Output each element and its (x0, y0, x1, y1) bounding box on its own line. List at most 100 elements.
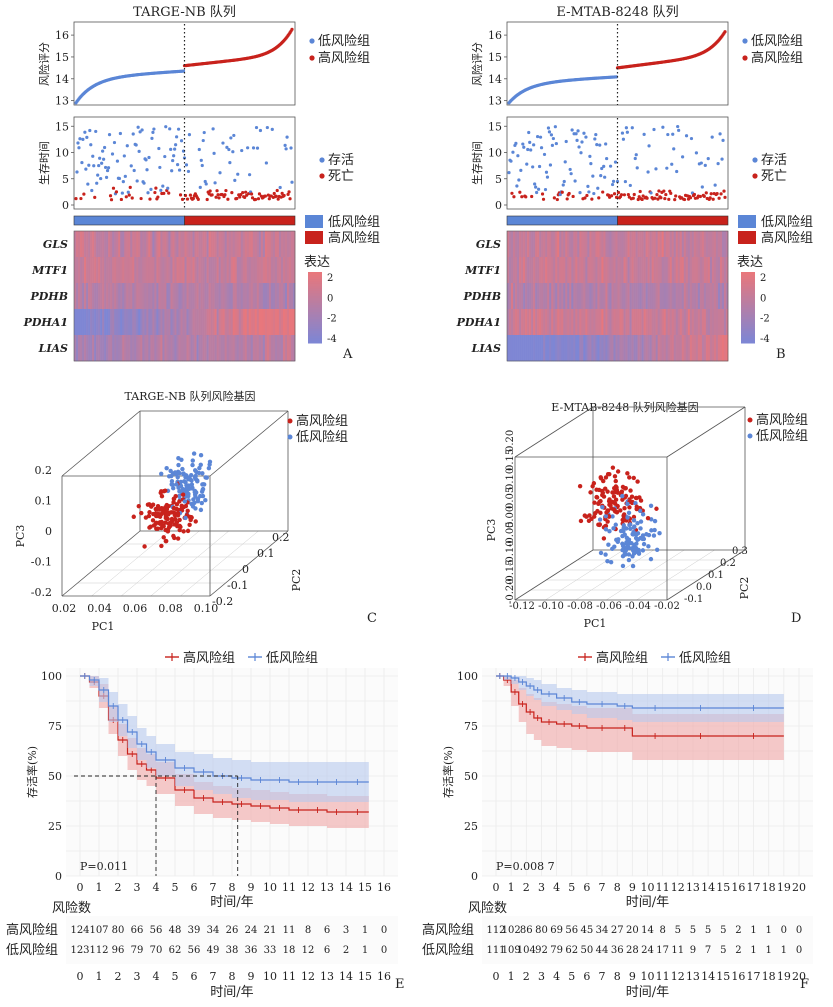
heatmap-cell (150, 283, 153, 310)
heatmap-cell (242, 231, 246, 258)
heatmap-cell (587, 309, 590, 336)
heatmap-cell (723, 231, 727, 258)
y-axis-label: 生存时间 (470, 141, 484, 185)
x-tick-label: 16 (377, 881, 391, 894)
pca-point (610, 514, 615, 519)
heatmap-cell (711, 335, 715, 362)
heatmap-cell (154, 335, 157, 362)
heatmap-cell (559, 257, 562, 284)
heatmap-cell (723, 335, 727, 362)
heatmap-cell (170, 309, 173, 336)
heatmap-cell (80, 257, 83, 284)
heatmap-cell (152, 231, 155, 258)
survival-time-point (167, 191, 171, 195)
pc3-tick-label: -0.15 (505, 559, 516, 585)
heatmap-cell (144, 231, 147, 258)
heatmap-cell (88, 283, 91, 310)
pc3-tick-label: -0.2 (31, 586, 52, 599)
heatmap-cell (581, 257, 584, 284)
survival-time-point (698, 194, 702, 199)
heatmap-cell (160, 283, 163, 310)
heatmap-cell (597, 283, 600, 310)
x-tick-label: 18 (762, 881, 776, 894)
pca-point (613, 489, 618, 494)
pca-point (628, 526, 633, 531)
heatmap-cell (697, 283, 701, 310)
heatmap-cell (144, 283, 147, 310)
colorbar-tick-label: 2 (327, 273, 333, 284)
heatmap-cell (529, 335, 532, 362)
x-tick-label: 17 (747, 881, 761, 894)
heatmap-cell (719, 257, 723, 284)
pca-point (634, 506, 639, 512)
heatmap-cell (651, 335, 654, 362)
heatmap-cell (705, 231, 709, 258)
heatmap-cell (226, 231, 229, 258)
heatmap-cell (130, 309, 133, 336)
heatmap-cell (232, 283, 236, 310)
heatmap-cell (547, 257, 550, 284)
survival-time-point (675, 169, 679, 174)
colorbar-segment (741, 283, 755, 287)
heatmap-cell (685, 231, 689, 258)
heatmap-cell (583, 231, 586, 258)
chart-title: TARGE-NB 队列风险基因 (125, 389, 256, 403)
heatmap-cell (673, 231, 677, 258)
survival-time-point (161, 184, 165, 188)
heatmap-cell (597, 231, 600, 258)
survival-time-point (265, 125, 269, 130)
heatmap-cell (621, 283, 624, 310)
heatmap-cell (715, 309, 719, 336)
pca-point (640, 533, 646, 538)
heatmap-cell (236, 231, 240, 258)
heatmap-cell (138, 283, 141, 310)
risk-table-value: 124 (70, 925, 89, 936)
pca-point (627, 475, 632, 480)
heatmap-cell (557, 309, 560, 336)
pca-point (597, 517, 603, 522)
survival-time-point (615, 179, 620, 184)
risk-table-value: 34 (207, 925, 220, 936)
heatmap-cell (146, 231, 149, 258)
heatmap-cell (643, 283, 646, 310)
heatmap-cell (661, 309, 665, 336)
heatmap-cell (649, 309, 652, 336)
heatmap-cell (577, 231, 580, 258)
heatmap-cell (210, 231, 213, 258)
heatmap-cell (124, 231, 127, 258)
heatmap-cell (721, 335, 725, 362)
survival-time-point (280, 191, 284, 195)
heatmap-cell (589, 231, 592, 258)
colorbar-segment (308, 319, 322, 323)
heatmap-cell (603, 309, 606, 336)
heatmap-cell (565, 283, 568, 310)
survival-time-point (621, 137, 626, 141)
heatmap-cell (104, 335, 107, 362)
pca-point (159, 494, 165, 499)
heatmap-cell (671, 283, 675, 310)
heatmap-cell (713, 231, 717, 258)
pc3-tick-label: 0.20 (505, 430, 516, 452)
survival-time-point (646, 170, 650, 174)
heatmap-cell (715, 231, 719, 258)
low-risk-group-swatch (738, 215, 756, 228)
heatmap-cell (270, 283, 274, 310)
heatmap-cell (527, 231, 530, 258)
colorbar-segment (741, 326, 755, 330)
survival-time-point (75, 170, 79, 174)
gene-label: PDHA1 (23, 316, 68, 329)
heatmap-cell (246, 283, 250, 310)
heatmap-cell (230, 309, 234, 336)
heatmap-cell (270, 309, 274, 336)
heatmap-cell (290, 335, 294, 362)
colorbar-segment (741, 321, 755, 325)
heatmap-cell (246, 335, 250, 362)
heatmap-cell (535, 231, 538, 258)
survival-time-point (256, 197, 261, 201)
heatmap-cell (178, 283, 181, 310)
survival-time-point (516, 154, 520, 158)
heatmap-cell (513, 231, 516, 258)
floor-grid (180, 530, 259, 597)
survival-time-point (132, 168, 136, 173)
survival-time-point (145, 168, 149, 172)
